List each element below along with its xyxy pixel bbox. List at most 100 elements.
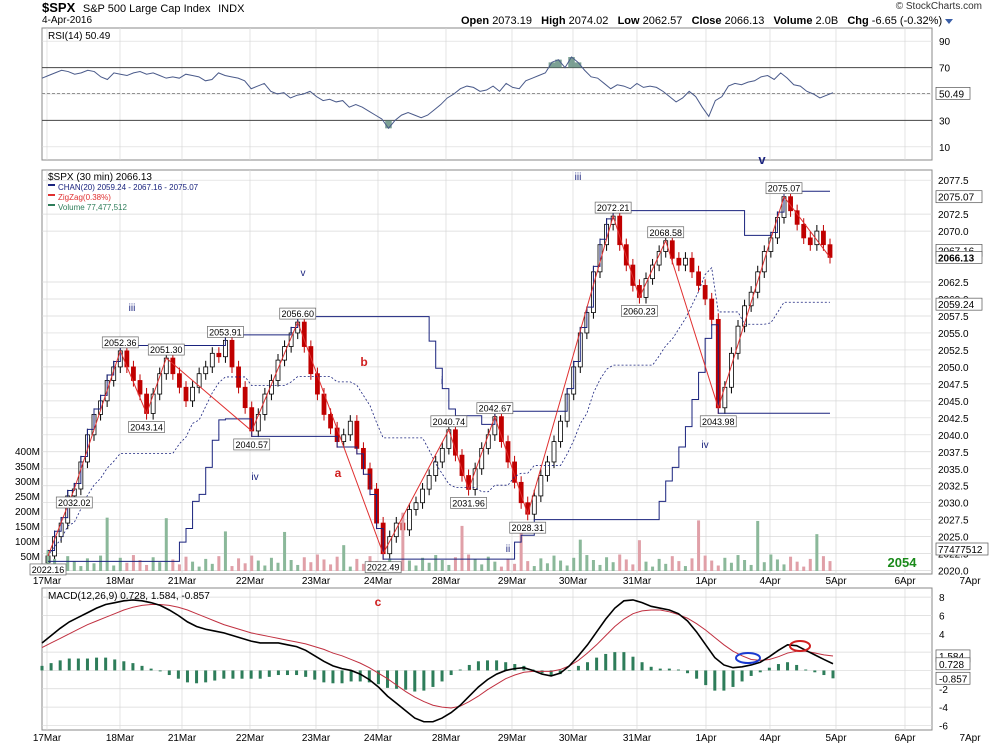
volume-bar (315, 554, 319, 571)
x-tick-label: 7Apr (959, 576, 981, 587)
macd-tick-label: -4 (939, 703, 948, 714)
rsi-tick-label: 50.49 (939, 89, 964, 100)
chevron-down-icon[interactable] (945, 18, 954, 24)
macd-histogram-bar (458, 669, 462, 671)
macd-histogram-bar (549, 670, 553, 676)
price-tick-label: 2066.13 (938, 253, 975, 264)
volume-bar (611, 562, 615, 571)
candle (209, 352, 215, 368)
macd-line (41, 599, 834, 723)
zigzag-label: 2051.30 (150, 345, 183, 355)
candle (545, 461, 550, 476)
volume-bar (565, 565, 569, 571)
candle (499, 416, 504, 442)
wave-label-red: b (360, 355, 367, 369)
price-tick-label: 2052.5 (938, 346, 969, 357)
candle (190, 386, 195, 402)
candle (347, 420, 353, 436)
macd-histogram-bar (731, 670, 735, 687)
macd-histogram-bar (713, 670, 717, 691)
candle (538, 475, 544, 497)
volume-tick-label: 200M (15, 507, 40, 518)
macd-histogram-bar (204, 670, 208, 683)
zigzag-label: 2042.67 (479, 404, 512, 414)
zigzag-label: 2040.74 (433, 417, 466, 427)
x-tick-label: 1Apr (695, 576, 717, 587)
macd-histogram-bar (149, 668, 153, 671)
volume-bar (467, 554, 471, 571)
macd-value-box (935, 657, 971, 671)
macd-histogram-bar (449, 670, 453, 676)
macd-tick-label: 8 (939, 593, 945, 604)
wave-label-blue: v (758, 152, 766, 167)
candle (157, 373, 163, 395)
macd-histogram-bar (358, 670, 362, 682)
macd-histogram-bar (240, 670, 244, 679)
rsi-tick-label: 30 (939, 116, 951, 127)
candle (315, 373, 320, 395)
zigzag-label: 2052.36 (104, 338, 137, 348)
volume-bar (263, 565, 267, 571)
open-value: 2073.19 (492, 15, 532, 27)
wave-label-blue: v (301, 268, 306, 279)
candle (131, 366, 136, 381)
volume-bar (729, 562, 733, 571)
volume-bar (158, 562, 162, 571)
macd-histogram-bar (722, 670, 726, 691)
macd-histogram-bar (767, 667, 771, 671)
volume-bar (559, 560, 563, 571)
candle (242, 386, 248, 409)
zigzag-label-box (476, 402, 514, 415)
candle (702, 285, 708, 300)
price-tick-label: 2077.5 (938, 176, 969, 187)
price-tick-label: 2027.5 (938, 516, 969, 527)
x-tick-label: 29Mar (498, 576, 527, 587)
macd-histogram-bar (749, 670, 753, 676)
rsi-value-box (935, 87, 971, 100)
volume-bar (493, 561, 497, 571)
x-tick-label: 21Mar (168, 576, 197, 587)
volume-bar (657, 558, 661, 571)
candle (177, 373, 182, 388)
volume-bar (105, 517, 109, 571)
zigzag-label: 2031.96 (452, 498, 485, 508)
close-label: Close (691, 15, 722, 27)
macd-histogram-bar (676, 669, 680, 671)
volume-bar (723, 557, 727, 571)
x-tick-label: 23Mar (302, 733, 331, 744)
x-tick-label: 17Mar (33, 733, 62, 744)
zigzag-label: 2043.98 (702, 417, 735, 427)
candle (551, 441, 557, 463)
zigzag-label: 2060.23 (623, 306, 656, 316)
symbol: $SPX (42, 0, 76, 15)
macd-histogram-bar (222, 670, 226, 679)
candle (459, 454, 465, 476)
x-tick-label: 4Apr (759, 576, 781, 587)
volume-bar (716, 565, 720, 571)
candle (794, 210, 800, 225)
candle (163, 357, 169, 375)
volume-bar (710, 560, 714, 571)
volume-bar (743, 560, 747, 571)
volume-bar (329, 564, 333, 571)
x-tick-label: 28Mar (432, 733, 461, 744)
zigzag-label-box (699, 415, 737, 428)
volume-bar (782, 564, 786, 571)
low-label: Low (617, 15, 640, 27)
candle (354, 420, 360, 449)
volume-bar (690, 558, 694, 571)
candle (216, 352, 222, 358)
macd-histogram-bar (704, 670, 708, 686)
channel-lower (48, 324, 830, 562)
volume-bar (598, 564, 602, 571)
candle (328, 414, 333, 429)
rsi-fill (548, 57, 582, 68)
macd-histogram-bar (695, 670, 699, 679)
volume-bar (795, 561, 799, 571)
rsi-tick-label: 90 (939, 37, 951, 48)
volume-bar (460, 525, 464, 571)
volume-value-box (935, 542, 989, 556)
macd-histogram-bar (813, 670, 817, 673)
macd-histogram-bar (786, 662, 790, 671)
macd-histogram-bar (822, 670, 826, 676)
